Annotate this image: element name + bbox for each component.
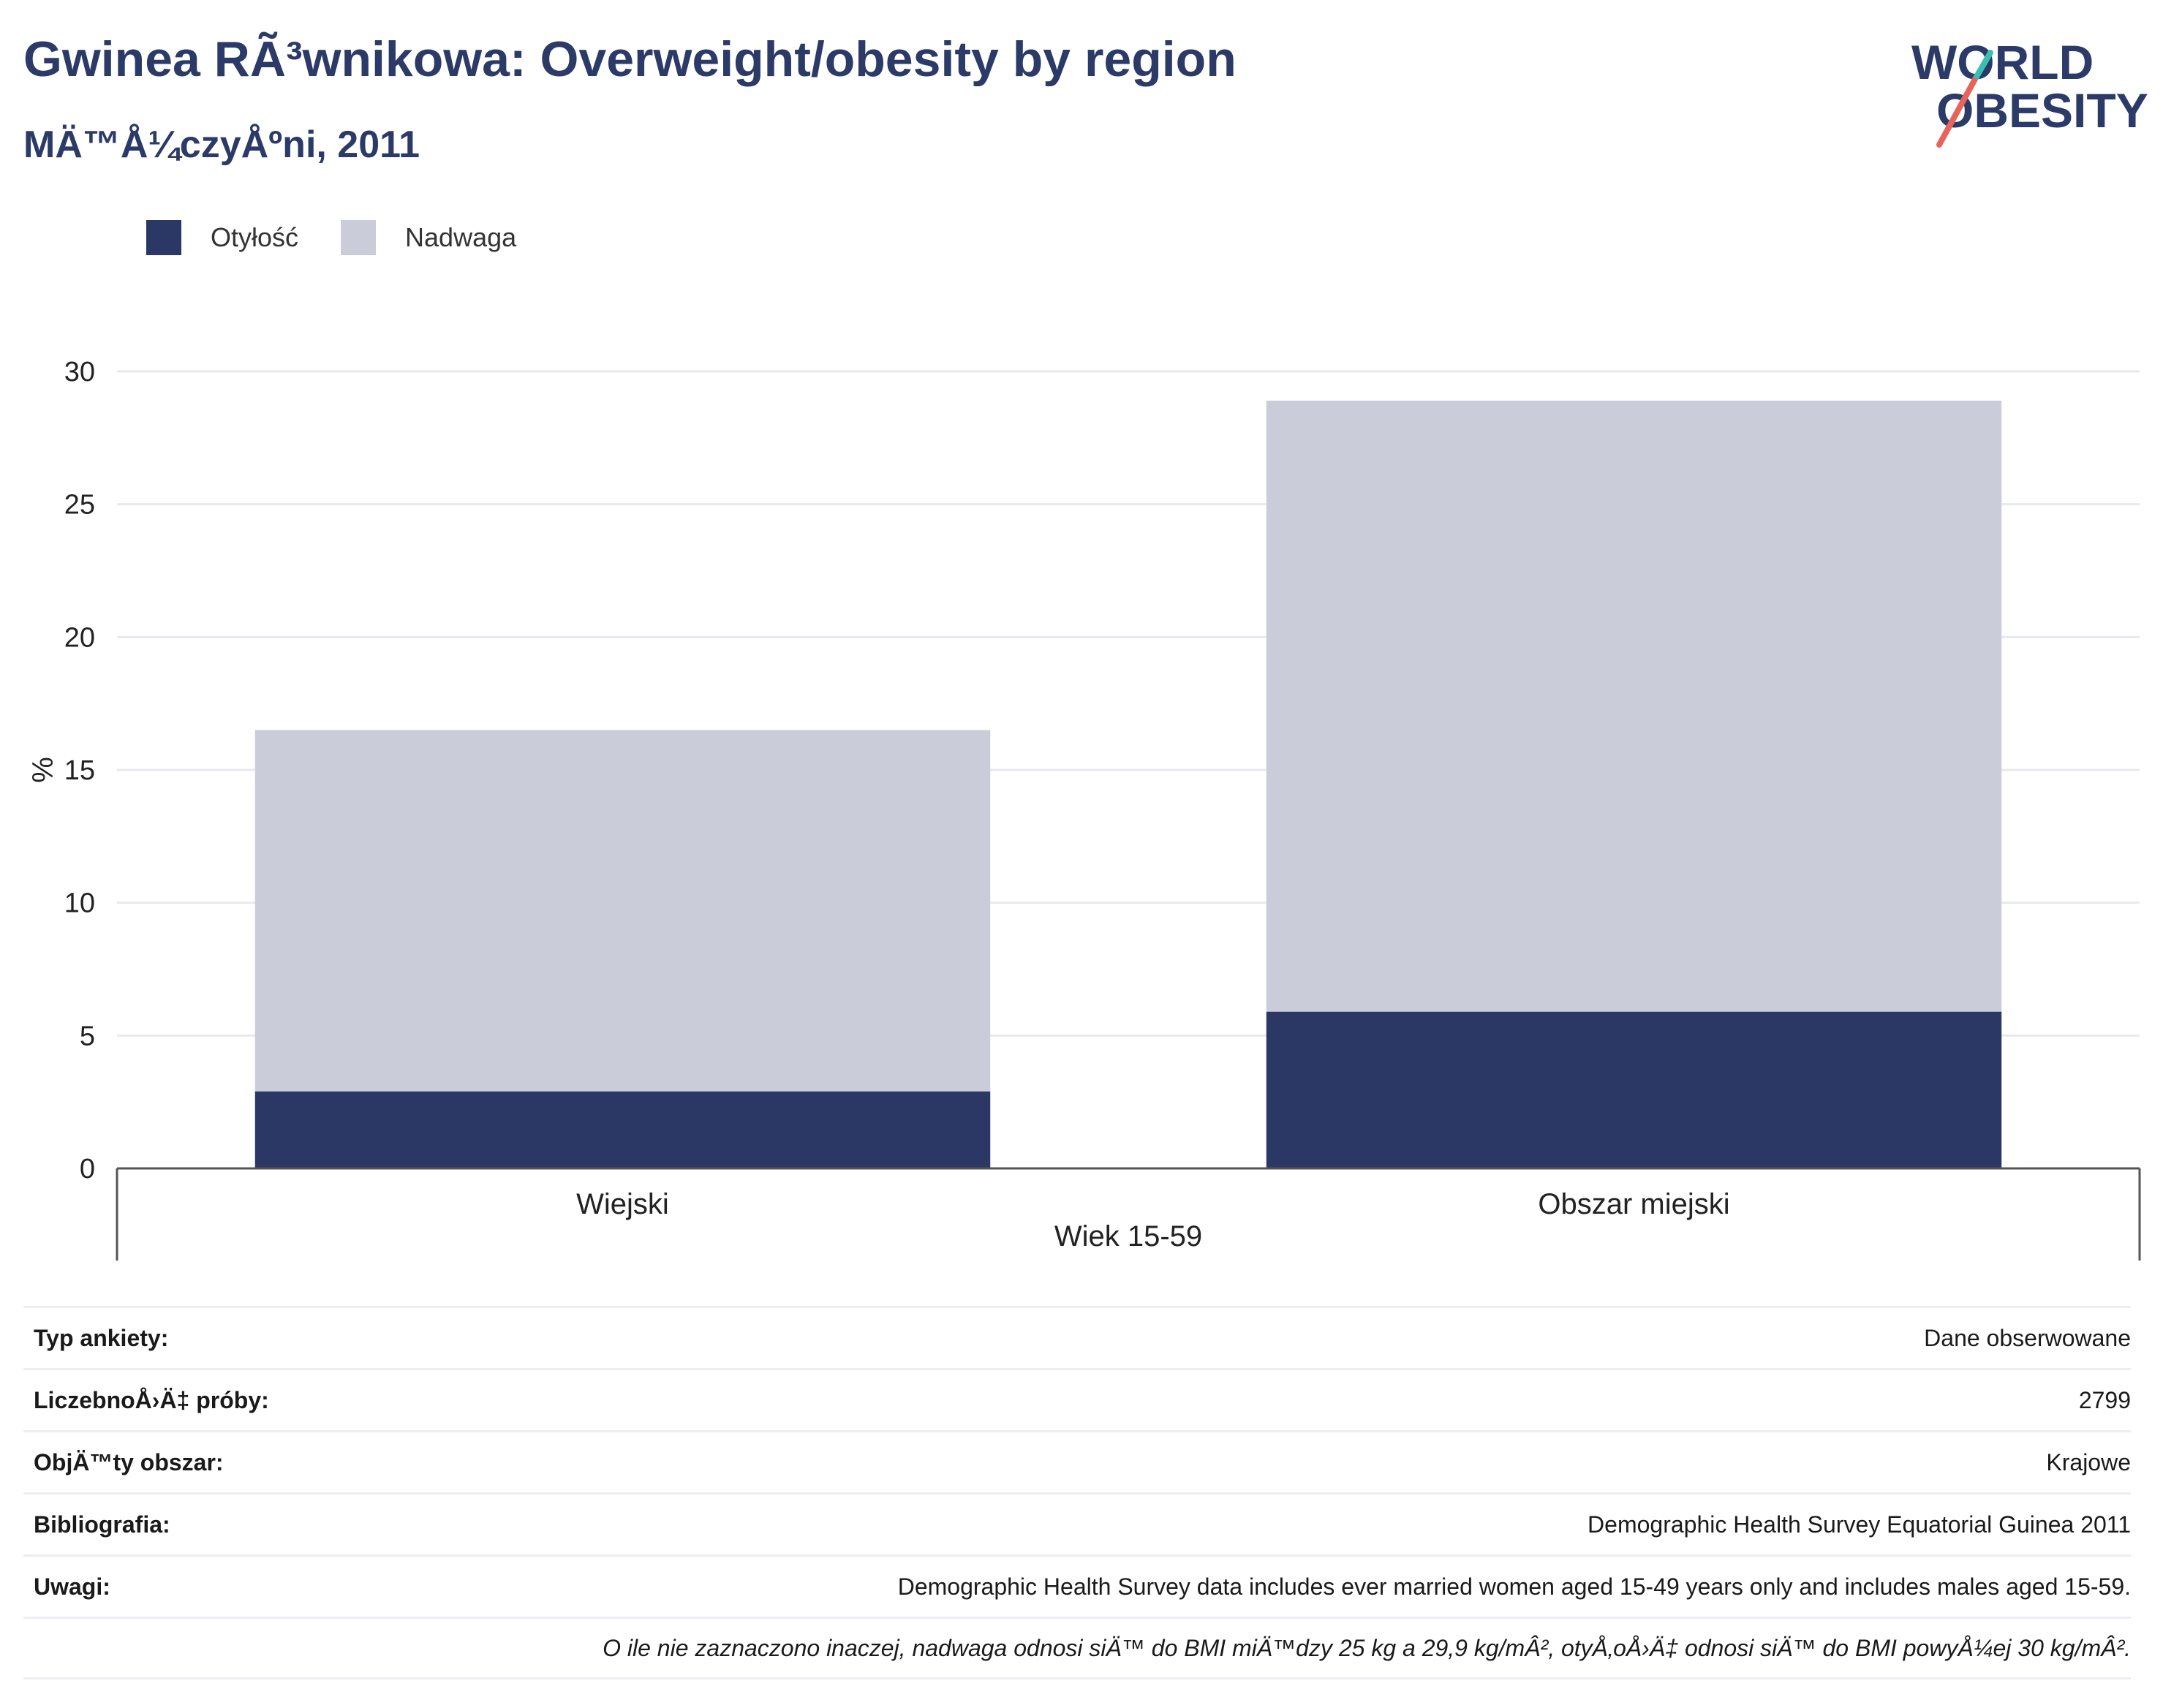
info-key: Bibliografia:	[34, 1511, 170, 1538]
y-tick-label: 10	[64, 888, 95, 919]
legend-swatch-overweight	[341, 220, 377, 255]
info-row-area-covered: ObjÄ™ty obszar: Krajowe	[23, 1430, 2131, 1492]
info-value: Dane obserwowane	[1924, 1324, 2131, 1351]
y-tick-label: 25	[64, 490, 95, 521]
info-value: Demographic Health Survey Equatorial Gui…	[1588, 1511, 2131, 1538]
y-axis-title: %	[27, 757, 59, 783]
legend-swatch-obesity	[146, 220, 181, 255]
legend-label-obesity: Otyłość	[211, 222, 299, 252]
info-key: Uwagi:	[34, 1573, 110, 1600]
bmi-definition-note: O ile nie zaznaczono inaczej, nadwaga od…	[23, 1617, 2131, 1679]
y-tick-label: 0	[80, 1154, 95, 1184]
info-value: Demographic Health Survey data includes …	[897, 1573, 2131, 1600]
y-tick-label: 5	[80, 1021, 95, 1051]
info-key: LiczebnoÅ›Ä‡ próby:	[34, 1386, 269, 1413]
y-tick-label: 15	[64, 755, 95, 786]
info-key: Typ ankiety:	[34, 1324, 169, 1351]
bar-segment-obesity	[1266, 1011, 2002, 1168]
bar-segment-overweight	[1266, 400, 2002, 1012]
info-row-sample-size: LiczebnoÅ›Ä‡ próby: 2799	[23, 1368, 2131, 1430]
legend-item-overweight[interactable]: Nadwaga	[341, 220, 516, 255]
info-value: 2799	[2078, 1386, 2131, 1413]
chart-legend: Otyłość Nadwaga	[146, 219, 559, 256]
legend-label-overweight: Nadwaga	[405, 222, 517, 252]
y-tick-label: 20	[64, 622, 95, 653]
info-row-survey-type: Typ ankiety: Dane obserwowane	[23, 1306, 2131, 1368]
logo-text-line2: OBESITY	[1936, 83, 2148, 137]
bar-segment-obesity	[254, 1091, 991, 1168]
logo-text-line1: WORLD	[1911, 35, 2094, 89]
x-category-label: Obszar miejski	[1538, 1188, 1729, 1220]
world-obesity-logo: WORLD OBESITY	[1911, 35, 2148, 148]
logo-slash-bottom	[1936, 78, 1977, 148]
legend-item-obesity[interactable]: Otyłość	[146, 220, 298, 255]
chart-title: Gwinea RÃ³wnikowa: Overweight/obesity by…	[23, 31, 1237, 87]
x-category-label: Wiejski	[576, 1188, 669, 1220]
info-row-bibliography: Bibliografia: Demographic Health Survey …	[23, 1492, 2131, 1554]
info-key: ObjÄ™ty obszar:	[34, 1448, 224, 1475]
survey-info-table: Typ ankiety: Dane obserwowane LiczebnoÅ›…	[23, 1306, 2131, 1679]
bar-chart: 0 5 10 15 20 25 30% Wiejski Obszar miejski Wiek 1…	[27, 357, 2141, 1261]
info-row-notes: Uwagi: Demographic Health Survey data in…	[23, 1554, 2131, 1617]
x-group-label: Wiek 15-59	[1054, 1220, 1202, 1252]
chart-subtitle: MÄ™Å¼czyÅºni, 2011	[23, 124, 420, 166]
logo-slash-top	[1971, 50, 1993, 83]
info-value: Krajowe	[2046, 1448, 2131, 1475]
bar-segment-overweight	[254, 730, 991, 1092]
y-tick-label: 30	[64, 357, 95, 388]
